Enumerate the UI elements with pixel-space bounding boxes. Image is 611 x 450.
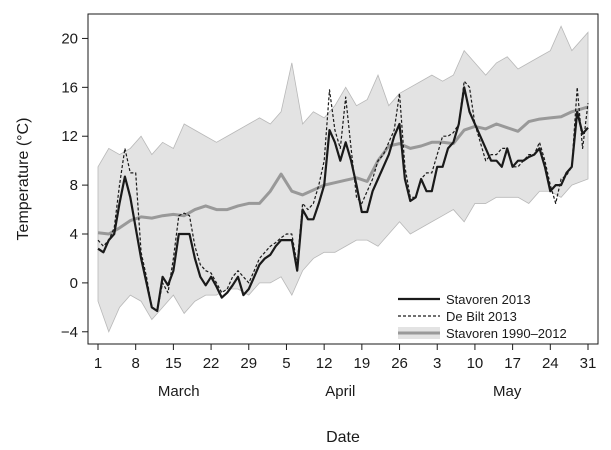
x-tick-label: 5	[282, 355, 290, 372]
legend-label: Stavoren 2013	[446, 292, 531, 307]
x-tick-label: 31	[580, 355, 597, 372]
y-tick-label: 4	[70, 226, 78, 243]
x-tick-label: 12	[316, 355, 333, 372]
legend-label: Stavoren 1990–2012	[446, 326, 567, 341]
x-tick-label: 17	[504, 355, 521, 372]
x-tick-label: 1	[94, 355, 102, 372]
series-layer	[97, 80, 589, 313]
series-line-solid	[97, 86, 589, 313]
x-tick-label: 3	[433, 355, 441, 372]
y-tick-label: 12	[61, 128, 78, 145]
range-band	[97, 25, 589, 333]
x-tick-label: 10	[467, 355, 484, 372]
plot-frame	[87, 13, 599, 345]
band-layer	[97, 25, 589, 333]
x-axis: 1 8 15 22 29 5 12 19 26 3 10 17 24 31	[94, 344, 597, 372]
x-tick-label: 8	[132, 355, 140, 372]
month-label: April	[325, 383, 355, 400]
y-tick-label: 16	[61, 79, 78, 96]
x-tick-label: 24	[542, 355, 559, 372]
legend: Stavoren 2013 De Bilt 2013 Stavoren 1990–2…	[398, 292, 567, 341]
month-label: May	[493, 383, 522, 400]
y-tick-label: 20	[61, 30, 78, 47]
y-axis: −4 0 4 8 12 16 20	[61, 30, 88, 341]
x-tick-label: 22	[203, 355, 220, 372]
x-axis-title: Date	[326, 429, 360, 446]
x-tick-label: 15	[165, 355, 182, 372]
x-tick-label: 29	[240, 355, 257, 372]
x-tick-label: 19	[354, 355, 371, 372]
month-label: March	[158, 383, 200, 400]
y-tick-label: −4	[61, 324, 78, 341]
month-axis: March April May	[158, 383, 522, 400]
y-axis-title: Temperature (°C)	[15, 118, 32, 241]
legend-label: De Bilt 2013	[446, 309, 517, 324]
y-tick-label: 0	[70, 275, 78, 292]
y-tick-label: 8	[70, 177, 78, 194]
series-line-dashed	[97, 80, 589, 312]
x-tick-label: 26	[391, 355, 408, 372]
